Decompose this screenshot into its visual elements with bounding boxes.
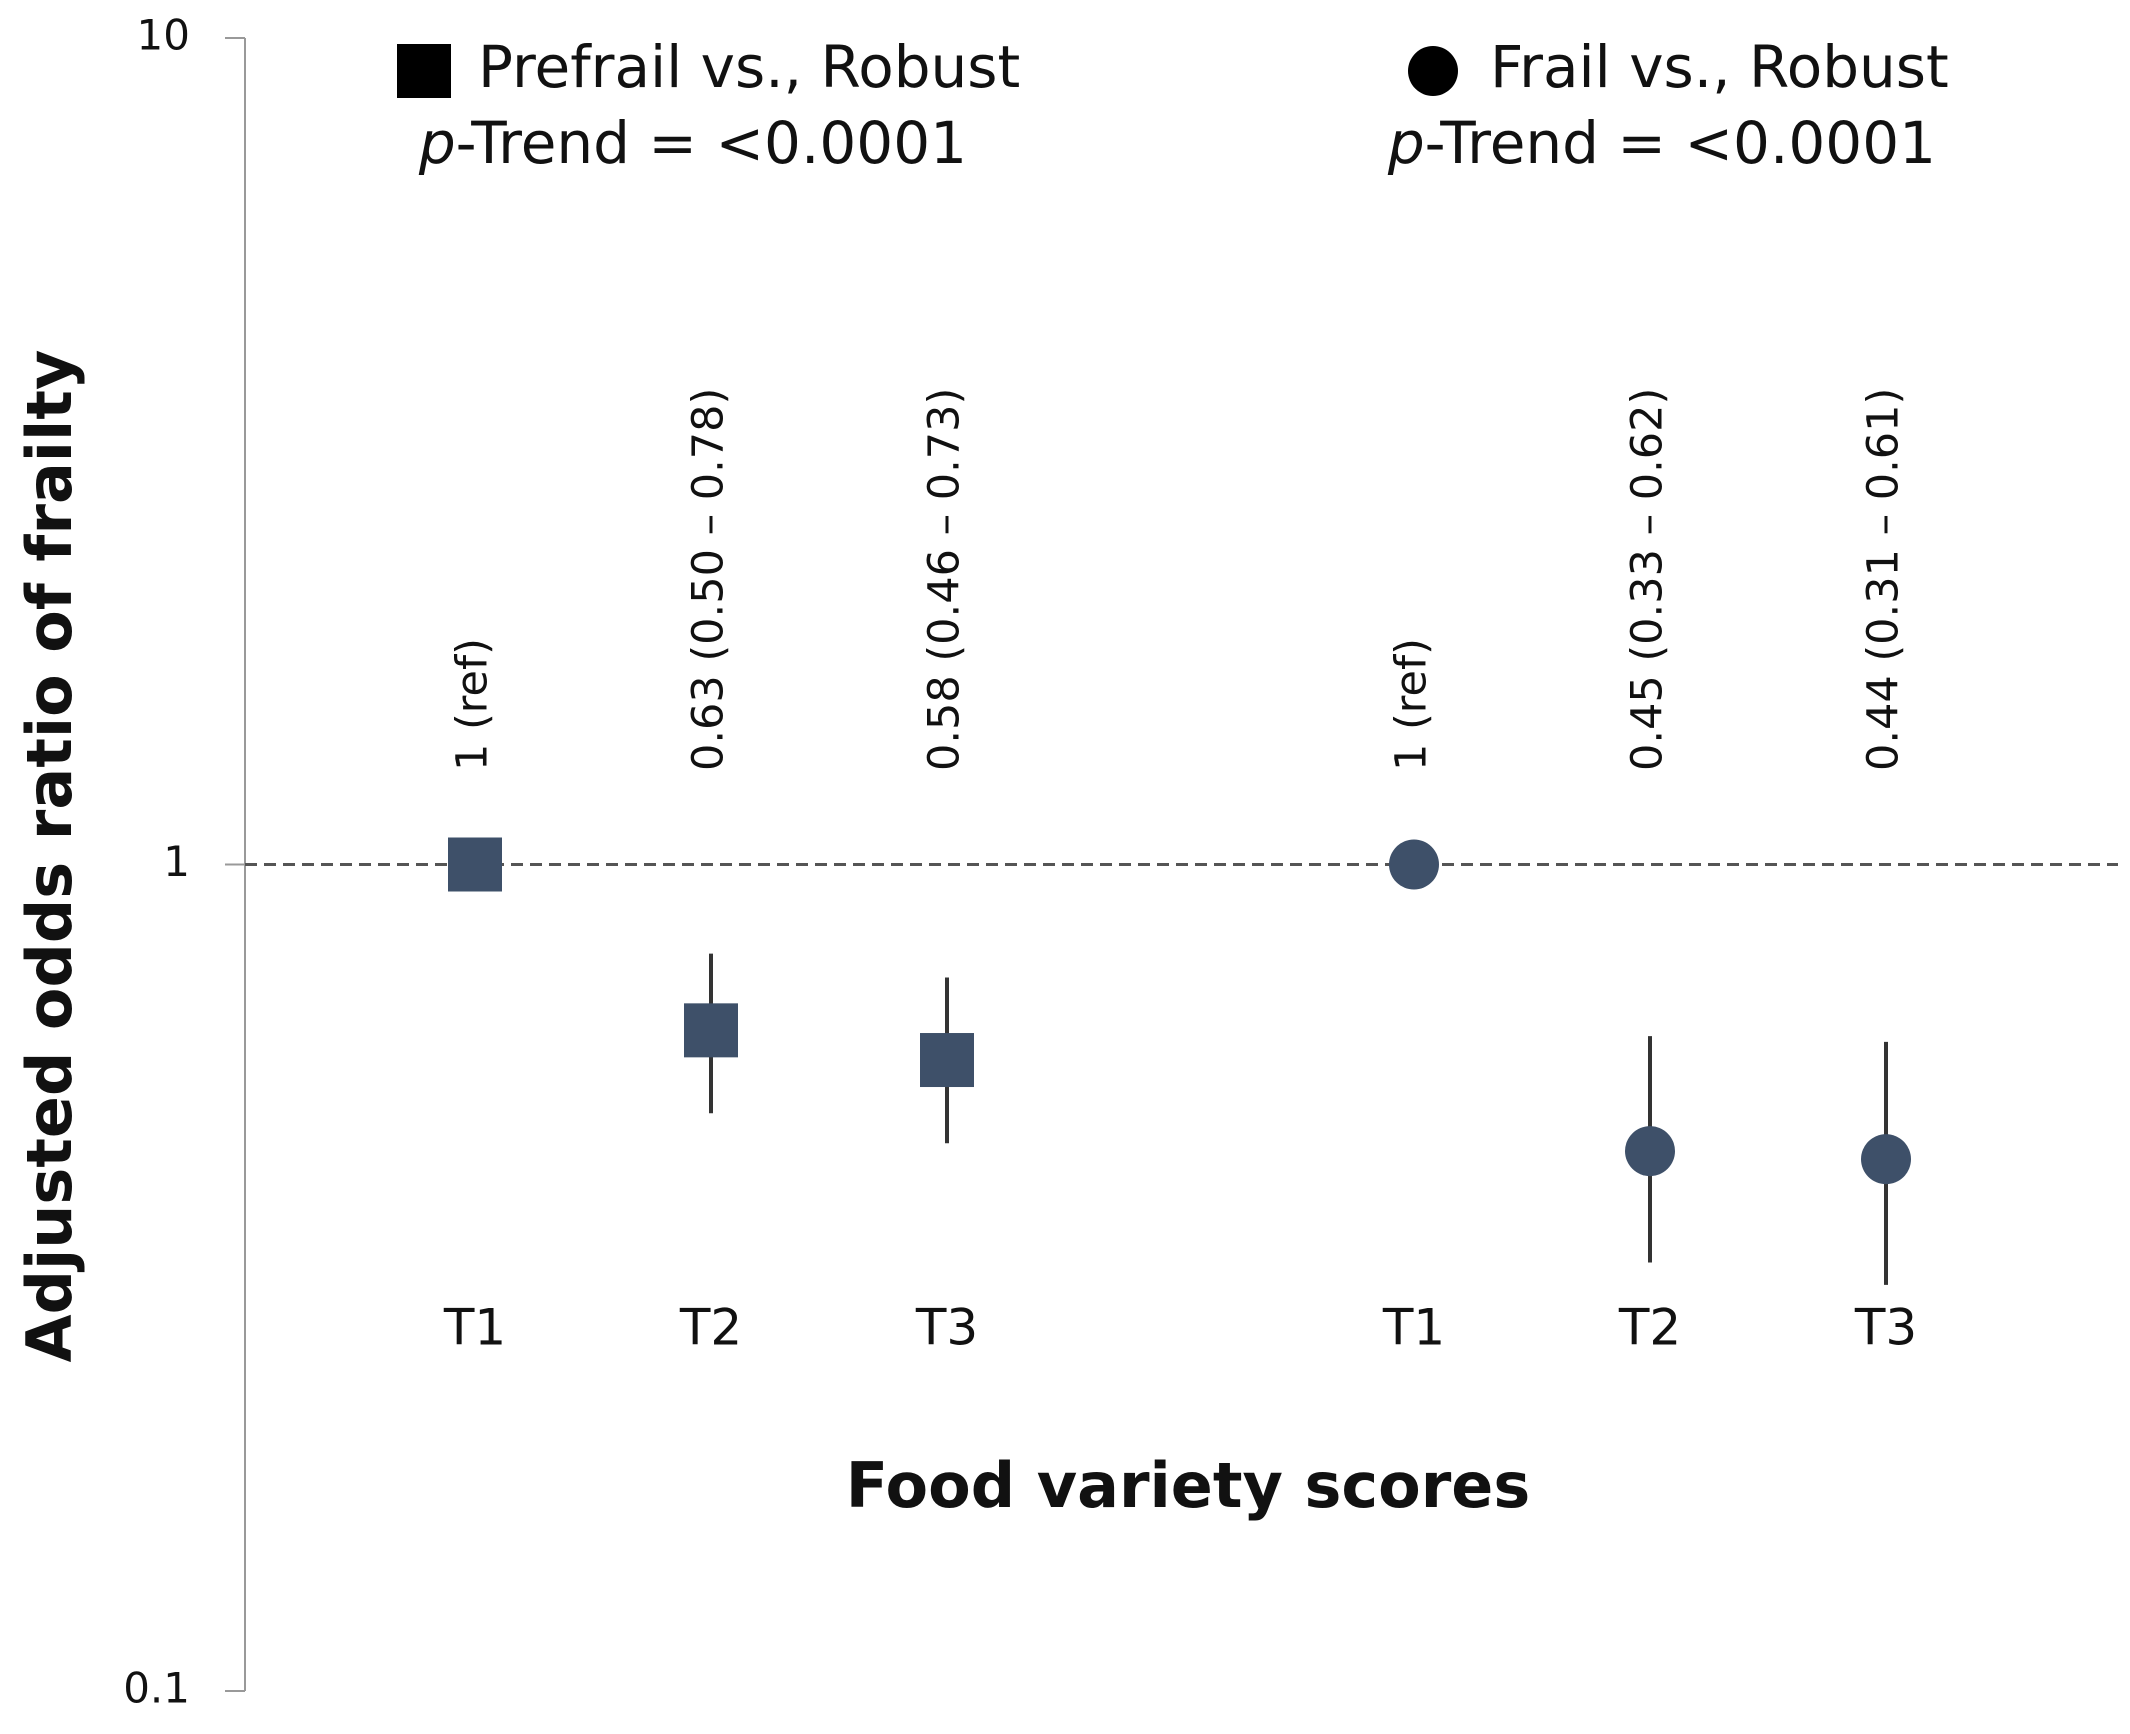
legend-label: Prefrail vs., Robust (478, 33, 1020, 101)
legend-label: Frail vs., Robust (1490, 33, 1949, 101)
value-label: 0.58 (0.46 – 0.73) (920, 388, 970, 771)
point (448, 837, 502, 892)
value-label: 1 (ref) (448, 638, 498, 771)
point (1625, 1126, 1675, 1177)
value-label: 0.63 (0.50 – 0.78) (684, 388, 734, 771)
p-trend: p-Trend = <0.0001 (418, 109, 967, 177)
point (920, 1033, 974, 1088)
p-trend-text: -Trend = <0.0001 (1425, 109, 1936, 177)
legend-marker (397, 44, 451, 98)
point (684, 1003, 738, 1058)
y-axis-title: Adjusted odds ratio of frailty (13, 350, 86, 1363)
x-tick-label: T3 (915, 1299, 978, 1357)
x-tick-label: T2 (679, 1299, 742, 1357)
x-axis-title: Food variety scores (846, 1449, 1531, 1522)
p-trend-text: -Trend = <0.0001 (456, 109, 967, 177)
value-label: 0.44 (0.31 – 0.61) (1859, 388, 1909, 771)
x-tick-label: T3 (1854, 1299, 1917, 1357)
x-tick-label: T1 (1382, 1299, 1445, 1357)
p-trend-italic: p (1387, 109, 1425, 177)
y-tick-label: 1 (163, 837, 190, 886)
x-tick-label: T2 (1618, 1299, 1681, 1357)
value-label: 1 (ref) (1387, 638, 1437, 771)
p-trend-italic: p (418, 109, 456, 177)
y-tick-label: 0.1 (123, 1664, 190, 1713)
legend-marker (1408, 46, 1458, 96)
x-tick-label: T1 (443, 1299, 506, 1357)
p-trend: p-Trend = <0.0001 (1387, 109, 1936, 177)
point (1389, 839, 1439, 890)
point (1861, 1134, 1911, 1185)
value-label: 0.45 (0.33 – 0.62) (1623, 388, 1673, 771)
y-tick-label: 10 (137, 11, 190, 60)
